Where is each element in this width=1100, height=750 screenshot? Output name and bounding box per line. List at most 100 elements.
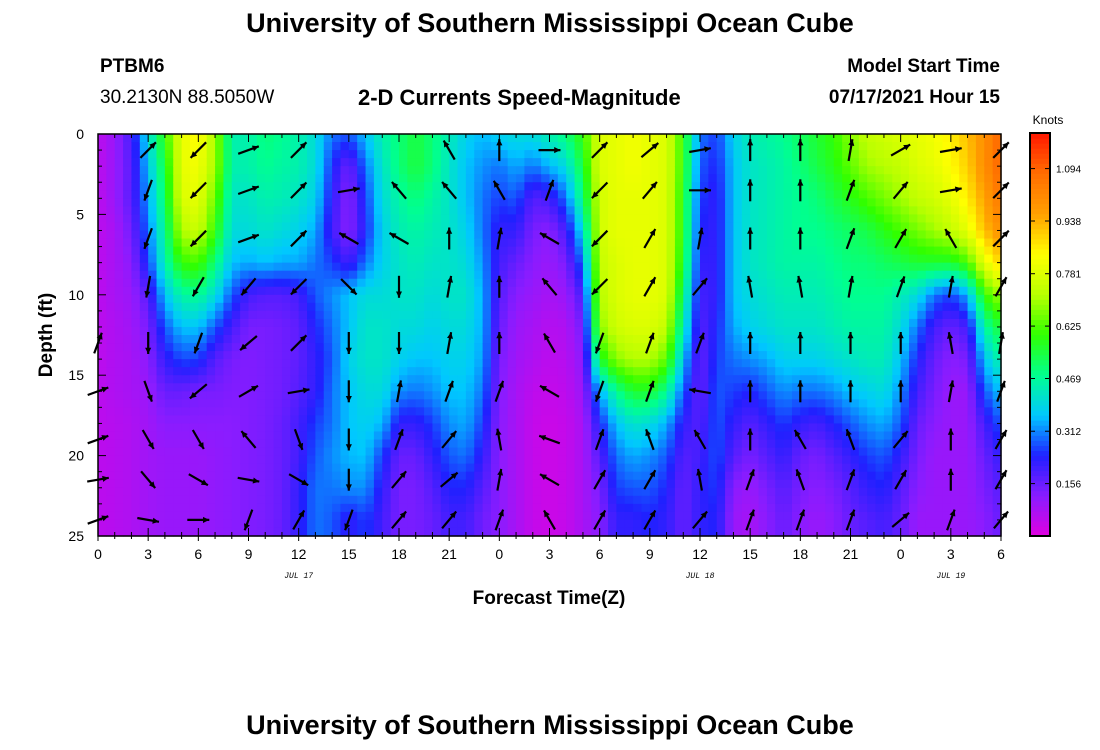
heat-cell bbox=[332, 447, 342, 457]
heat-cell bbox=[691, 455, 701, 465]
heat-cell bbox=[516, 351, 526, 360]
heat-cell bbox=[733, 479, 743, 489]
heat-cell bbox=[750, 222, 760, 232]
heat-cell bbox=[156, 439, 166, 449]
heat-cell bbox=[700, 310, 709, 320]
heat-cell bbox=[507, 150, 517, 159]
heat-cell bbox=[231, 391, 241, 400]
heat-cell bbox=[365, 142, 375, 151]
heat-cell bbox=[424, 359, 434, 368]
heat-cell bbox=[858, 463, 868, 473]
heat-cell bbox=[875, 407, 885, 416]
heat-cell bbox=[524, 254, 534, 264]
heat-cell bbox=[390, 463, 400, 473]
heat-cell bbox=[758, 286, 768, 296]
heat-cell bbox=[892, 302, 902, 312]
heat-cell bbox=[181, 391, 191, 400]
heat-cell bbox=[407, 415, 417, 425]
heat-cell bbox=[206, 487, 216, 497]
heat-cell bbox=[399, 174, 408, 183]
heat-cell bbox=[382, 383, 392, 392]
heat-cell bbox=[507, 519, 517, 529]
heat-cell bbox=[883, 447, 893, 457]
heat-cell bbox=[666, 447, 676, 457]
heat-cell bbox=[574, 391, 584, 400]
heat-cell bbox=[123, 246, 133, 256]
heat-cell bbox=[733, 222, 743, 232]
heat-cell bbox=[265, 318, 275, 328]
heat-cell bbox=[507, 182, 517, 191]
heat-cell bbox=[98, 439, 107, 449]
heat-cell bbox=[465, 270, 475, 280]
heat-cell bbox=[917, 367, 927, 376]
heat-cell bbox=[348, 439, 358, 449]
heat-cell bbox=[382, 254, 392, 264]
heat-cell bbox=[490, 447, 500, 457]
heat-cell bbox=[114, 503, 124, 513]
heat-cell bbox=[106, 142, 116, 151]
heat-cell bbox=[649, 391, 659, 400]
speed-heatmap bbox=[98, 134, 1002, 537]
heat-cell bbox=[566, 383, 576, 392]
heat-cell bbox=[725, 310, 735, 320]
heat-cell bbox=[507, 463, 517, 473]
heat-cell bbox=[674, 206, 684, 215]
heat-cell bbox=[633, 367, 643, 376]
heat-cell bbox=[750, 230, 760, 240]
heat-cell bbox=[658, 351, 668, 360]
heat-cell bbox=[265, 335, 275, 344]
heat-cell bbox=[215, 351, 225, 360]
heat-cell bbox=[641, 134, 651, 143]
heat-cell bbox=[867, 134, 877, 143]
heat-cell bbox=[825, 214, 835, 224]
heat-cell bbox=[624, 198, 634, 207]
heat-cell bbox=[281, 158, 291, 167]
heat-cell bbox=[399, 254, 408, 264]
heat-cell bbox=[106, 182, 116, 191]
heat-cell bbox=[248, 503, 258, 513]
heat-cell bbox=[332, 431, 342, 441]
heat-cell bbox=[758, 318, 768, 328]
heat-cell bbox=[490, 294, 500, 304]
heat-cell bbox=[591, 326, 601, 336]
heat-cell bbox=[273, 246, 283, 256]
heat-cell bbox=[750, 367, 760, 376]
heat-cell bbox=[925, 134, 935, 143]
heat-cell bbox=[750, 375, 760, 384]
heat-cell bbox=[725, 447, 735, 457]
heat-cell bbox=[106, 254, 116, 264]
heat-cell bbox=[223, 431, 233, 441]
heat-cell bbox=[198, 335, 208, 344]
heat-cell bbox=[215, 198, 225, 207]
heat-cell bbox=[800, 519, 810, 529]
heat-cell bbox=[641, 351, 651, 360]
heat-cell bbox=[365, 487, 375, 497]
heat-cell bbox=[516, 367, 526, 376]
heat-cell bbox=[490, 511, 500, 521]
heat-cell bbox=[148, 335, 158, 344]
heat-cell bbox=[256, 182, 266, 191]
heat-cell bbox=[716, 206, 726, 215]
heat-cell bbox=[524, 471, 534, 481]
heat-cell bbox=[649, 198, 659, 207]
heat-cell bbox=[357, 391, 367, 400]
heat-cell bbox=[223, 399, 233, 408]
heat-cell bbox=[800, 262, 810, 272]
heat-cell bbox=[925, 166, 935, 175]
heat-cell bbox=[223, 519, 233, 529]
heat-cell bbox=[490, 158, 500, 167]
heat-cell bbox=[407, 142, 417, 151]
heat-cell bbox=[390, 423, 400, 433]
heat-cell bbox=[700, 359, 709, 368]
heat-cell bbox=[507, 246, 517, 256]
heat-cell bbox=[390, 142, 400, 151]
heat-cell bbox=[608, 158, 617, 167]
heat-cell bbox=[716, 351, 726, 360]
heat-cell bbox=[616, 286, 626, 296]
heat-cell bbox=[173, 399, 183, 408]
heat-cell bbox=[532, 238, 542, 248]
heat-cell bbox=[156, 182, 166, 191]
heat-cell bbox=[98, 254, 107, 264]
heat-cell bbox=[741, 182, 751, 191]
heat-cell bbox=[323, 527, 333, 537]
